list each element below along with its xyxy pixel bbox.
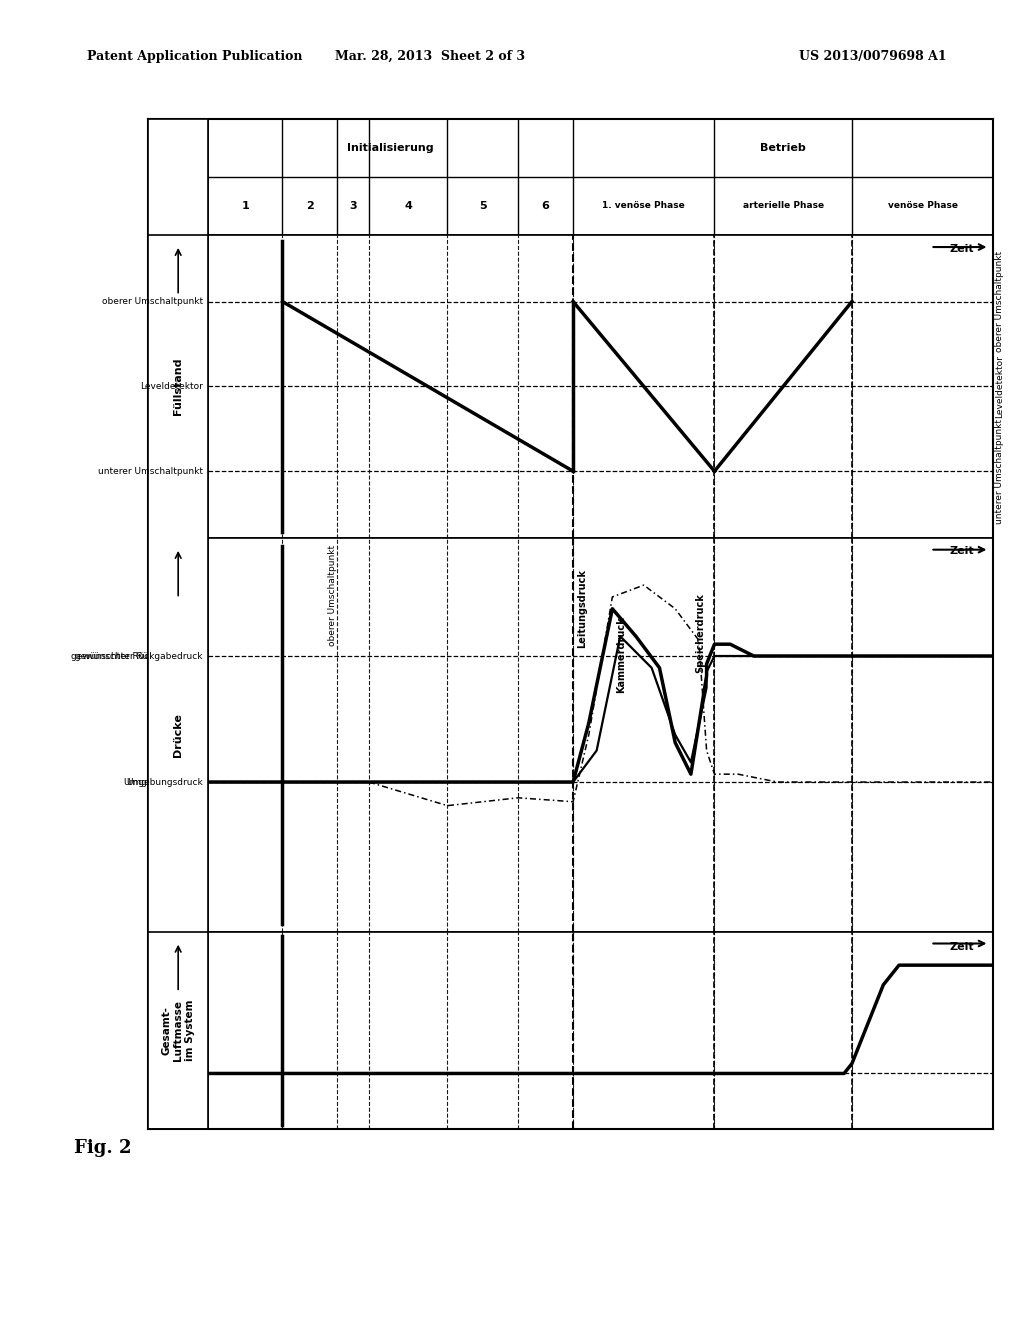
Text: Mar. 28, 2013  Sheet 2 of 3: Mar. 28, 2013 Sheet 2 of 3: [335, 50, 525, 63]
Text: 3: 3: [349, 201, 357, 211]
Text: Leveldetektor: Leveldetektor: [140, 381, 203, 391]
Text: venöse Phase: venöse Phase: [888, 202, 957, 210]
Text: Umgebungsdruck: Umgebungsdruck: [127, 777, 206, 787]
Text: Füllstand: Füllstand: [173, 358, 183, 416]
Text: Fig. 2: Fig. 2: [74, 1139, 131, 1158]
Text: Umgebungsdruck: Umgebungsdruck: [123, 777, 203, 787]
Text: Zeit: Zeit: [949, 941, 974, 952]
Text: unterer Umschaltpunkt: unterer Umschaltpunkt: [995, 418, 1004, 524]
Text: arterielle Phase: arterielle Phase: [742, 202, 823, 210]
Text: Initialisierung: Initialisierung: [347, 143, 434, 153]
Text: Patent Application Publication: Patent Application Publication: [87, 50, 302, 63]
Text: Zeit: Zeit: [949, 244, 974, 253]
Text: 5: 5: [479, 201, 486, 211]
Text: 2: 2: [306, 201, 313, 211]
Text: Drücke: Drücke: [173, 713, 183, 756]
Text: Kammerdruck: Kammerdruck: [616, 616, 627, 693]
Text: oberer Umschaltpunkt: oberer Umschaltpunkt: [995, 251, 1004, 352]
Text: US 2013/0079698 A1: US 2013/0079698 A1: [799, 50, 946, 63]
Text: oberer Umschaltpunkt: oberer Umschaltpunkt: [101, 297, 203, 306]
Text: Zeit: Zeit: [949, 545, 974, 556]
Text: 1: 1: [242, 201, 249, 211]
Text: unterer Umschaltpunkt: unterer Umschaltpunkt: [97, 467, 203, 475]
Text: Leitungsdruck: Leitungsdruck: [577, 569, 587, 648]
Text: 4: 4: [404, 201, 412, 211]
Text: Betrieb: Betrieb: [760, 143, 806, 153]
Text: 6: 6: [542, 201, 550, 211]
Text: 1. venöse Phase: 1. venöse Phase: [602, 202, 685, 210]
Text: gewünschter Rückgabedruck: gewünschter Rückgabedruck: [72, 652, 203, 660]
Text: Speicherdruck: Speicherdruck: [695, 593, 705, 673]
Text: gewünschter Rückgabedruck: gewünschter Rückgabedruck: [75, 652, 206, 660]
Text: oberer Umschaltpunkt: oberer Umschaltpunkt: [328, 544, 337, 645]
Text: Leveldetektor: Leveldetektor: [995, 355, 1004, 418]
Text: Gesamt-
Luftmasse
im System: Gesamt- Luftmasse im System: [162, 999, 195, 1061]
